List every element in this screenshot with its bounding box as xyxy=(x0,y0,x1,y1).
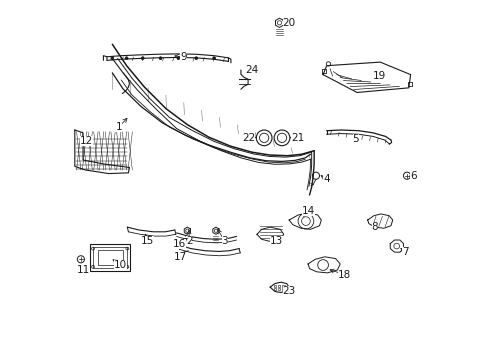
Text: 8: 8 xyxy=(371,222,377,232)
Text: 14: 14 xyxy=(302,206,315,216)
Bar xyxy=(282,288,284,291)
Bar xyxy=(278,288,280,291)
Text: 7: 7 xyxy=(401,247,408,257)
Text: 9: 9 xyxy=(180,52,187,62)
Text: 6: 6 xyxy=(409,171,416,181)
Circle shape xyxy=(177,57,180,60)
Bar xyxy=(273,285,275,287)
Text: 10: 10 xyxy=(113,260,126,270)
Circle shape xyxy=(159,57,162,60)
Bar xyxy=(282,285,284,287)
Circle shape xyxy=(111,57,114,60)
Text: 23: 23 xyxy=(282,287,295,296)
Bar xyxy=(93,247,127,268)
Text: 12: 12 xyxy=(80,136,93,147)
Text: 18: 18 xyxy=(337,270,350,280)
Bar xyxy=(98,250,123,265)
Text: 20: 20 xyxy=(282,18,295,28)
Text: 11: 11 xyxy=(77,265,90,275)
Text: 17: 17 xyxy=(174,252,187,262)
Text: 19: 19 xyxy=(372,71,386,81)
Text: 13: 13 xyxy=(269,237,283,247)
Circle shape xyxy=(141,57,144,60)
Text: 21: 21 xyxy=(291,133,304,143)
Bar xyxy=(90,244,130,271)
Text: 5: 5 xyxy=(352,134,359,144)
Text: 1: 1 xyxy=(115,122,122,132)
Text: 2: 2 xyxy=(185,237,192,247)
Circle shape xyxy=(194,57,197,60)
Circle shape xyxy=(212,57,215,60)
Text: 15: 15 xyxy=(141,237,154,247)
Text: 16: 16 xyxy=(172,239,186,249)
Text: 3: 3 xyxy=(221,237,228,247)
Bar xyxy=(273,288,275,291)
Text: 4: 4 xyxy=(323,174,329,184)
Bar xyxy=(278,285,280,287)
Text: 24: 24 xyxy=(245,65,259,75)
Text: 22: 22 xyxy=(242,133,255,143)
Circle shape xyxy=(125,57,128,60)
